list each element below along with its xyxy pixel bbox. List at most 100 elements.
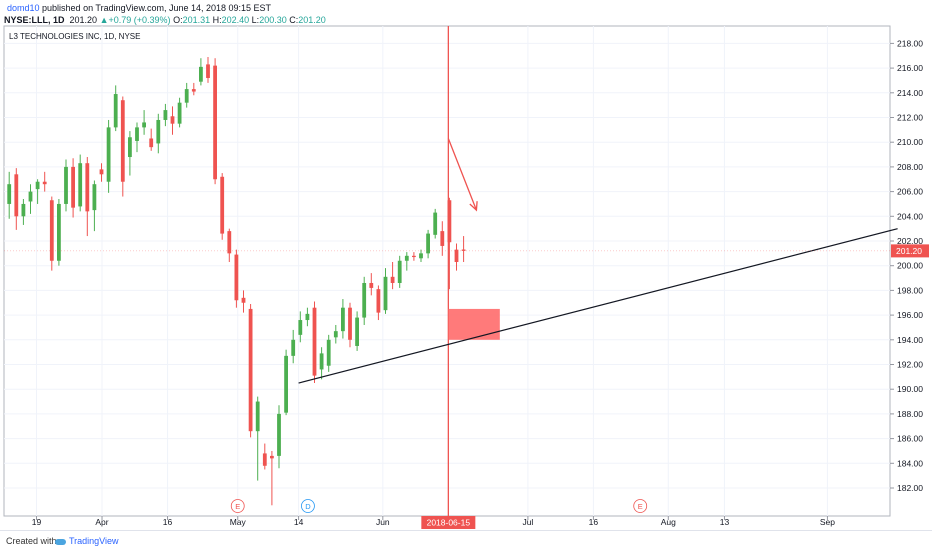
candle bbox=[284, 349, 288, 416]
candle bbox=[376, 285, 381, 321]
candle bbox=[35, 179, 40, 204]
candle bbox=[255, 396, 260, 481]
y-tick-label: 196.00 bbox=[897, 310, 923, 320]
candle bbox=[383, 268, 388, 314]
price-chart[interactable]: L3 TECHNOLOGIES INC, 1D, NYSE 182.00 184.… bbox=[0, 0, 932, 530]
candle-body bbox=[426, 233, 430, 254]
candle bbox=[333, 324, 338, 344]
candle-body bbox=[120, 100, 125, 182]
candle-body bbox=[312, 307, 317, 376]
event-marker-earnings[interactable]: E bbox=[633, 499, 648, 513]
grid bbox=[4, 26, 890, 516]
target-box[interactable] bbox=[448, 308, 500, 340]
candle bbox=[78, 154, 83, 212]
arrow-shaft bbox=[447, 138, 478, 211]
event-marker-label: D bbox=[305, 502, 311, 511]
candle-body bbox=[71, 166, 75, 208]
event-marker-dividend[interactable]: D bbox=[301, 499, 315, 513]
open-label: O: bbox=[173, 15, 183, 25]
tradingview-link[interactable]: TradingView bbox=[55, 536, 119, 546]
candle-body bbox=[191, 89, 196, 92]
x-tick-label: Apr bbox=[95, 517, 108, 527]
candle bbox=[42, 171, 47, 192]
candle bbox=[291, 329, 296, 364]
candle-body bbox=[326, 339, 331, 366]
event-marker-circle bbox=[230, 499, 245, 513]
author-link[interactable]: domd10 bbox=[7, 3, 40, 13]
publish-info: domd10 published on TradingView.com, Jun… bbox=[7, 3, 271, 13]
candle bbox=[227, 228, 232, 262]
candle bbox=[92, 180, 97, 232]
candle bbox=[433, 208, 438, 239]
price-change: +0.79 (+0.39%) bbox=[108, 15, 171, 25]
event-marker-label: E bbox=[235, 502, 240, 511]
candle-body bbox=[113, 94, 118, 128]
footer: Created with TradingView bbox=[0, 530, 932, 551]
candle bbox=[149, 128, 154, 151]
candle-body bbox=[199, 66, 203, 82]
candle bbox=[199, 58, 203, 86]
candle bbox=[412, 252, 416, 261]
low-value: 200.30 bbox=[259, 15, 287, 25]
y-tick-label: 202.00 bbox=[897, 236, 923, 246]
last-price-badge-label: 201.20 bbox=[896, 246, 922, 256]
candle-body bbox=[454, 249, 459, 262]
y-tick-label: 204.00 bbox=[897, 211, 923, 221]
candle bbox=[49, 196, 54, 271]
open-value: 201.31 bbox=[182, 15, 211, 25]
symbol-name[interactable]: NYSE:LLL, 1D bbox=[4, 15, 65, 25]
candle-body bbox=[433, 212, 438, 235]
candle bbox=[142, 110, 146, 135]
candle-body bbox=[163, 110, 168, 120]
candle bbox=[57, 199, 61, 266]
candle bbox=[326, 334, 331, 372]
candle-body bbox=[333, 331, 338, 338]
candle-body bbox=[135, 127, 139, 141]
x-tick-label: 16 bbox=[589, 517, 599, 527]
candle bbox=[426, 229, 430, 259]
candle bbox=[355, 311, 359, 351]
y-tick-label: 190.00 bbox=[897, 384, 923, 394]
candle bbox=[277, 405, 281, 469]
candle bbox=[341, 299, 345, 339]
candle bbox=[348, 302, 352, 348]
candle-body bbox=[397, 260, 402, 283]
candle bbox=[213, 58, 217, 185]
candle-body bbox=[7, 184, 12, 204]
candle-body bbox=[42, 181, 47, 185]
time-axis[interactable]: 19 Apr 16 May 14 Jun Jul 16 Aug 13 Sep 2018-06-15 bbox=[32, 516, 835, 529]
candle bbox=[312, 301, 317, 384]
last-price-badge bbox=[891, 244, 929, 258]
marker-date-bg bbox=[421, 516, 476, 529]
x-tick-label: Sep bbox=[820, 517, 835, 527]
price-axis[interactable]: 182.00 184.00 186.00 188.00 190.00 192.00 194.… bbox=[890, 38, 923, 493]
event-marker-earnings[interactable]: E bbox=[230, 499, 245, 513]
candle bbox=[206, 56, 210, 83]
candle-body bbox=[49, 200, 54, 261]
candle bbox=[369, 273, 374, 296]
candle-body bbox=[376, 289, 381, 313]
candle bbox=[241, 290, 246, 313]
candle-body bbox=[78, 163, 83, 207]
candle bbox=[454, 243, 459, 271]
candle-body bbox=[305, 313, 310, 321]
arrow-drawing[interactable] bbox=[447, 138, 478, 212]
candlestick-series bbox=[7, 56, 466, 506]
candle-body bbox=[206, 64, 210, 78]
y-tick-label: 210.00 bbox=[897, 137, 923, 147]
candle bbox=[135, 122, 139, 153]
candle-body bbox=[341, 307, 345, 332]
y-tick-label: 184.00 bbox=[897, 458, 923, 468]
candle-body bbox=[461, 249, 466, 251]
candle-body bbox=[383, 276, 388, 311]
candle-body bbox=[170, 116, 175, 124]
candle bbox=[106, 119, 111, 193]
x-tick-label: Jul bbox=[522, 517, 533, 527]
marker-date-label: 2018-06-15 bbox=[427, 518, 471, 528]
candle-body bbox=[28, 191, 33, 202]
candle bbox=[298, 311, 303, 343]
candle bbox=[99, 163, 104, 182]
trendline[interactable] bbox=[298, 228, 898, 384]
candle bbox=[305, 307, 310, 327]
